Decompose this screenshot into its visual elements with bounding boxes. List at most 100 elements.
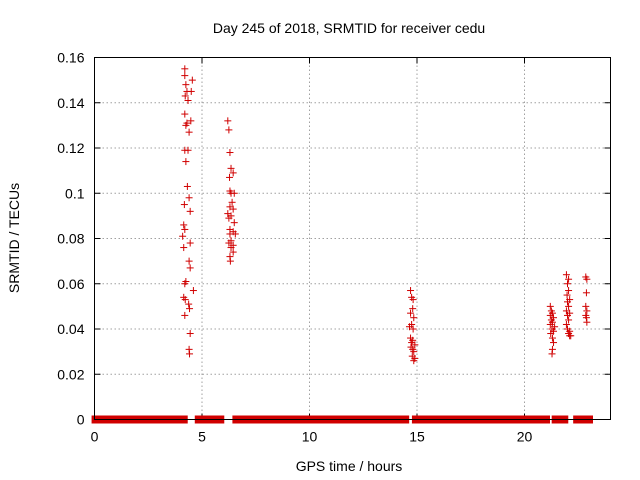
- data-point: [409, 305, 417, 313]
- data-point: [583, 307, 591, 315]
- data-point: [546, 320, 554, 328]
- data-point: [184, 96, 192, 104]
- data-point: [548, 350, 556, 358]
- data-point: [224, 117, 232, 125]
- data-point: [181, 72, 189, 80]
- data-point: [411, 341, 419, 349]
- data-point: [225, 214, 233, 222]
- data-point: [189, 287, 197, 295]
- data-point: [227, 244, 235, 252]
- plot-frame: [94, 57, 611, 420]
- data-point: [181, 296, 189, 304]
- data-point: [562, 320, 570, 328]
- data-point: [179, 232, 187, 240]
- data-point: [231, 230, 239, 238]
- data-point: [409, 296, 417, 304]
- data-point: [564, 280, 571, 288]
- data-point: [565, 275, 573, 283]
- data-point: [226, 257, 234, 265]
- data-point: [546, 302, 554, 310]
- data-point: [583, 275, 591, 283]
- data-point: [229, 169, 237, 177]
- data-point: [229, 205, 237, 213]
- data-point: [185, 194, 193, 202]
- data-point: [182, 81, 190, 89]
- y-tick-label: 0.14: [57, 95, 84, 111]
- data-point: [186, 264, 194, 272]
- data-point: [583, 318, 591, 326]
- data-point: [180, 201, 188, 209]
- data-point: [187, 87, 195, 95]
- y-tick-label: 0: [77, 412, 85, 428]
- data-point: [181, 280, 189, 288]
- data-point: [564, 311, 571, 319]
- data-point: [188, 76, 196, 84]
- data-point: [565, 302, 573, 310]
- data-point: [180, 221, 188, 229]
- y-tick-label: 0.08: [57, 231, 84, 247]
- y-tick-label: 0.02: [57, 366, 84, 382]
- data-point: [226, 173, 234, 181]
- data-point: [566, 332, 574, 340]
- data-point: [565, 316, 573, 324]
- data-point: [230, 219, 238, 227]
- data-point: [226, 149, 234, 157]
- data-point: [185, 128, 193, 136]
- data-point: [182, 158, 190, 166]
- data-point: [228, 198, 236, 206]
- x-axis-label: GPS time / hours: [296, 458, 403, 474]
- y-tick-label: 0.12: [57, 140, 84, 156]
- x-tick-label: 5: [198, 429, 206, 445]
- data-point: [410, 314, 418, 322]
- x-tick-label: 0: [91, 429, 99, 445]
- chart-title: Day 245 of 2018, SRMTID for receiver ced…: [213, 20, 485, 36]
- x-tick-label: 15: [409, 429, 425, 445]
- data-points: [179, 65, 591, 365]
- data-point: [227, 164, 235, 172]
- data-point: [410, 357, 418, 365]
- data-point: [185, 257, 193, 265]
- data-point: [187, 117, 195, 125]
- data-point: [184, 146, 192, 154]
- y-axis-label: SRMTID / TECUs: [6, 183, 22, 293]
- data-point: [582, 302, 590, 310]
- data-point: [225, 126, 233, 134]
- data-point: [407, 287, 415, 295]
- data-point: [181, 225, 189, 233]
- x-tick-label: 20: [517, 429, 533, 445]
- data-point: [407, 309, 415, 317]
- data-point: [229, 248, 237, 256]
- data-point: [582, 289, 590, 297]
- data-point: [186, 207, 194, 215]
- data-point: [186, 350, 194, 358]
- grid-lines: [94, 57, 611, 420]
- data-point: [186, 330, 194, 338]
- data-point: [409, 325, 417, 333]
- data-point: [405, 323, 413, 331]
- y-tick-label: 0.16: [57, 50, 84, 66]
- y-tick-label: 0.04: [57, 321, 84, 337]
- data-point: [181, 65, 189, 73]
- data-point: [548, 334, 556, 342]
- x-tick-label: 10: [302, 429, 318, 445]
- data-point: [181, 110, 189, 118]
- y-tick-label: 0.1: [65, 185, 85, 201]
- data-point: [183, 182, 191, 190]
- data-point: [565, 287, 573, 295]
- data-point: [225, 239, 233, 247]
- axis-ticks: [94, 57, 611, 420]
- data-point: [181, 311, 189, 319]
- data-point: [186, 305, 194, 313]
- data-point: [180, 244, 188, 252]
- data-point: [181, 92, 189, 100]
- data-point: [186, 239, 194, 247]
- data-point: [230, 189, 238, 197]
- data-point: [562, 271, 570, 279]
- data-point: [547, 330, 555, 338]
- data-point: [550, 339, 558, 347]
- data-point: [564, 298, 571, 306]
- data-point: [410, 348, 418, 356]
- tick-labels: 0 0.02 0.04 0.06 0.08 0.1 0.12 0.14 0.16 0 5 10 15 20: [57, 50, 532, 445]
- data-point: [182, 121, 190, 129]
